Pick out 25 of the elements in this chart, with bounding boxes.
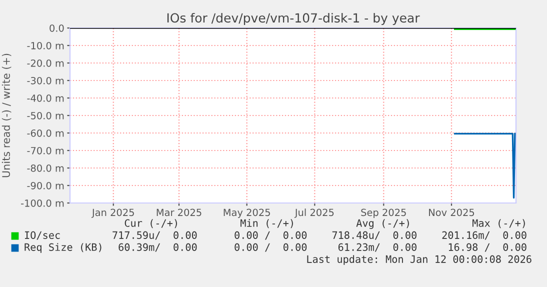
x-tick-label: Jul 2025	[294, 208, 334, 218]
legend-label: IO/sec	[24, 231, 60, 240]
y-tick-label: -60.0 m	[27, 129, 64, 137]
text: 717.59u/ 0.00 0.00 / 0.00 718.48u/ 0.00 201.16m/ 0.00	[112, 231, 526, 240]
x-tick-label: Mar 2025	[156, 208, 202, 216]
y-tick-label: -10.0 m	[27, 42, 64, 50]
y-tick-label: -100.0 m	[21, 199, 64, 207]
x-tick-label: Sep 2025	[361, 208, 406, 218]
y-tick-label: -20.0 m	[27, 59, 64, 67]
y-tick-label: -90.0 m	[27, 182, 64, 190]
x-tick-label: Jan 2025	[91, 208, 134, 218]
y-tick-label: 0.0	[50, 24, 64, 32]
y-tick-label: -70.0 m	[27, 146, 64, 154]
text: 60.39m/ 0.00 0.00 / 0.00 61.23m/ 0.00 16.98 / 0.00	[118, 243, 526, 252]
y-tick-label: -50.0 m	[27, 112, 64, 120]
text: Cur (-/+) Min (-/+) Avg (-/+) Max (-/+)	[124, 219, 525, 229]
legend-label: Req Size (KB)	[24, 243, 102, 253]
y-tick-label: -40.0 m	[27, 94, 64, 102]
text: Last update: Mon Jan 12 00:00:08 2026	[307, 255, 532, 265]
x-tick-label: May 2025	[224, 208, 270, 218]
x-tick-label: Nov 2025	[429, 208, 474, 216]
y-tick-label: -30.0 m	[27, 76, 64, 84]
chart-title: IOs for /dev/pve/vm-107-disk-1 - by year	[167, 12, 420, 26]
y-tick-label: -80.0 m	[27, 164, 64, 172]
y-axis-title: Units read (-) / write (+)	[2, 54, 12, 178]
